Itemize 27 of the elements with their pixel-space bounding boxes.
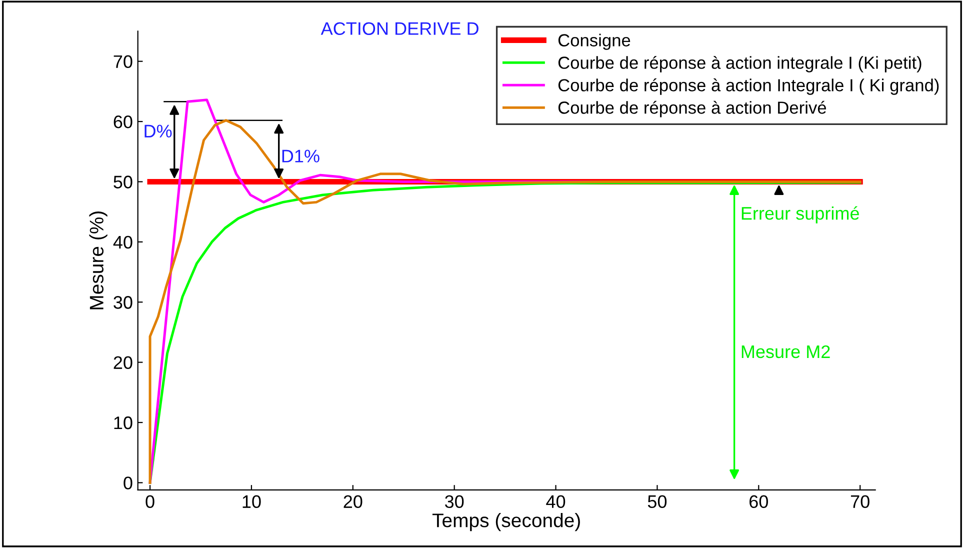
x-tick-label: 30 [444,495,464,508]
legend-label: Courbe de réponse à action Derivé [558,100,826,118]
annotation: D% [144,124,172,138]
x-axis-title: Temps (seconde) [432,512,580,532]
y-tick-label: 10 [114,416,132,430]
y-axis-title: Mesure (%) [89,212,108,310]
chart-title: ACTION DERIVE D [320,22,478,35]
y-tick-label: 20 [114,356,132,370]
y-tick-label: 30 [114,296,132,309]
legend-label: Courbe de réponse à action Integrale I ( Ki grand) [558,78,939,95]
y-tick-label: 0 [124,476,132,490]
annotation: Mesure M2 [742,345,830,358]
y-tick-label: 40 [113,236,132,249]
x-tick-label: 50 [648,495,667,508]
y-tick-label: 60 [114,115,132,128]
x-tick-label: 20 [344,495,362,508]
x-tick-label: 60 [750,495,768,508]
annotation: Erreur suprimé [742,206,859,224]
annotation: D1% [282,150,320,162]
x-tick-label: 70 [850,495,870,508]
legend-label: Consigne [558,34,630,50]
legend-label: Courbe de réponse à action integrale I (Ki petit) [558,56,922,72]
y-tick-label: 70 [114,55,132,68]
x-tick-label: 40 [546,495,566,508]
x-tick-label: 10 [242,495,261,508]
y-tick-label: 50 [114,176,132,188]
x-tick-label: 0 [146,495,154,508]
